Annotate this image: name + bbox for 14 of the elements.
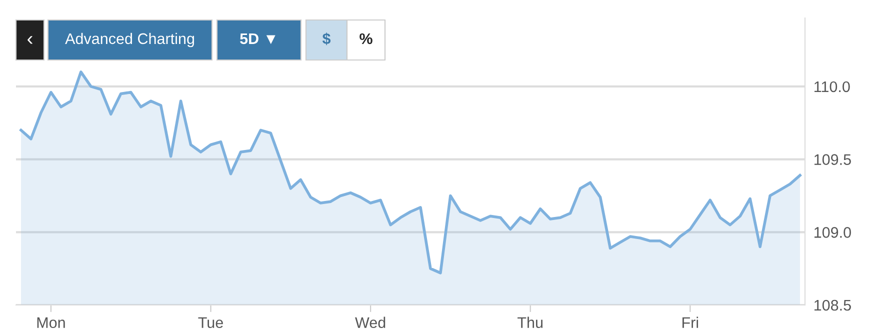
annotation: % [360,33,372,44]
x-tick-label: Tue [198,317,223,328]
annotation: 5D ▼ [240,33,276,44]
annotation: $ [322,32,331,46]
annotation: Advanced Charting [65,32,194,48]
y-tick-label: 109.5 [814,154,851,165]
x-tick-label: Fri [682,316,698,328]
y-tick-label: 109.0 [814,227,851,238]
y-tick-label: 110.0 [814,81,850,92]
x-tick-label: Mon [37,317,65,328]
annotation: ‹ [28,36,32,44]
x-tick-label: Thu [518,316,542,328]
y-tick-label: 108.5 [814,300,851,311]
x-tick-label: Wed [355,316,386,328]
